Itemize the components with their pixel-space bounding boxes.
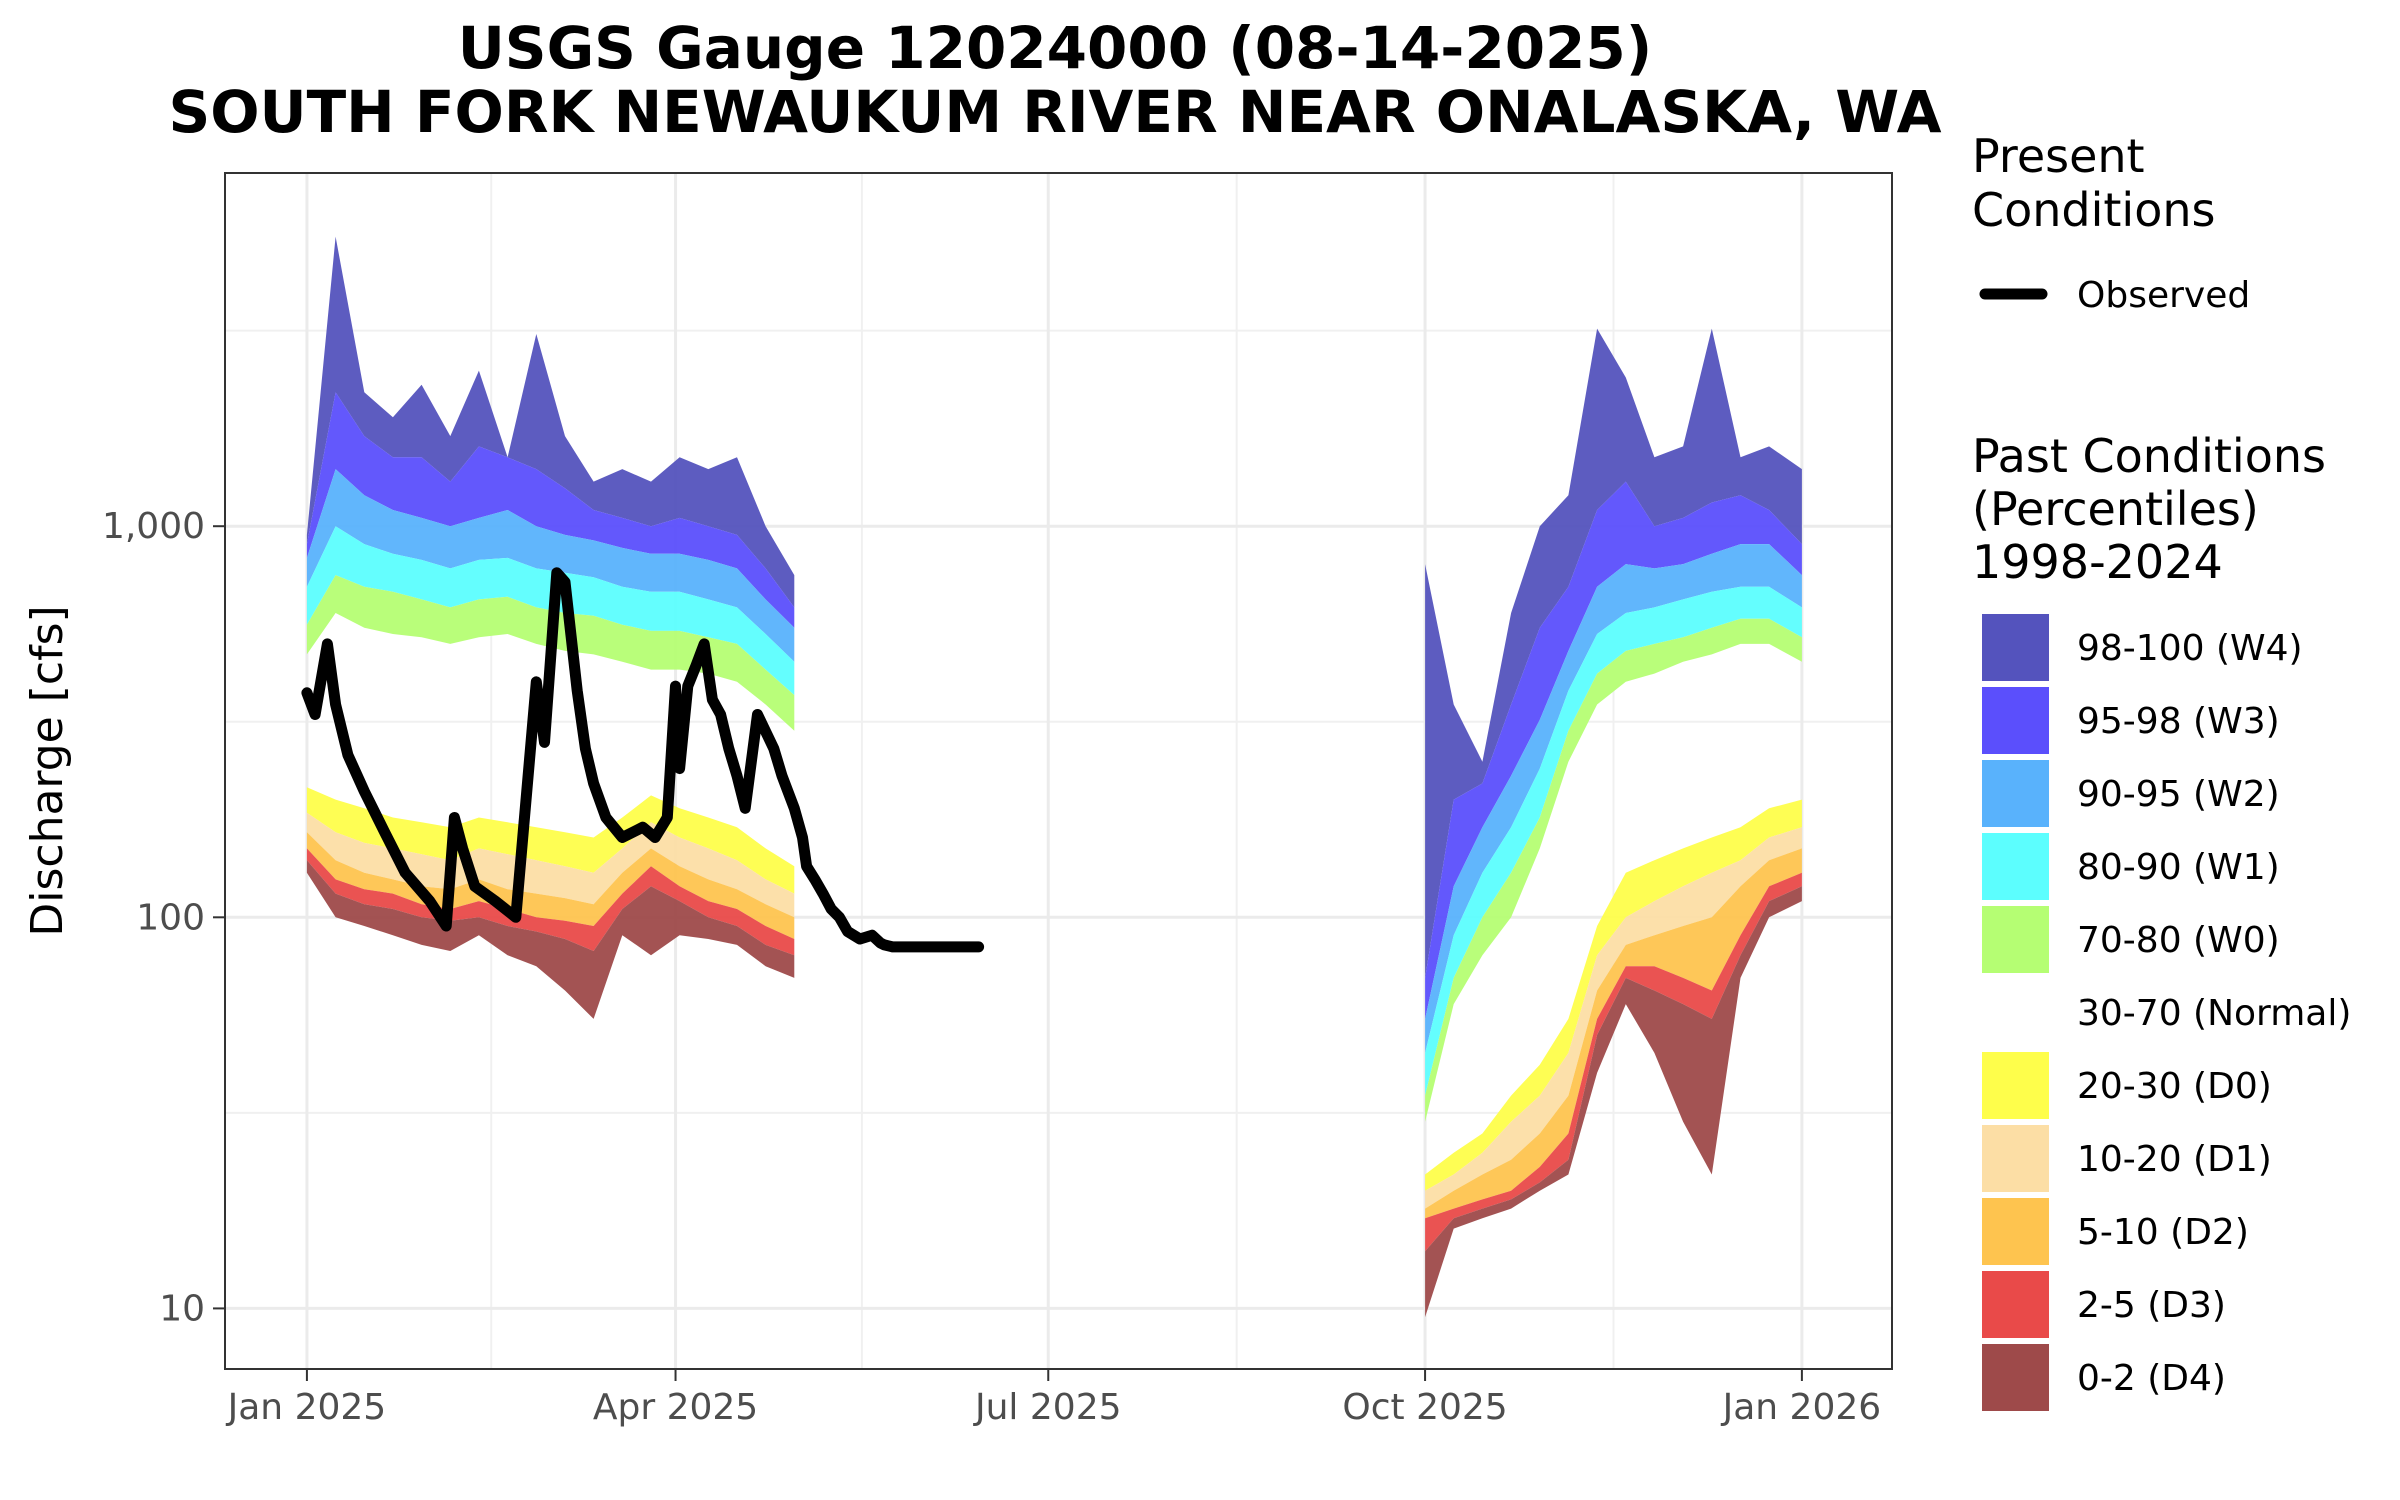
legend-swatch [1982,1125,2049,1192]
band-d3 [306,848,795,956]
band-w2 [1425,544,1802,1053]
x-tick-label: Jan 2025 [226,1387,387,1428]
band-d2 [1425,848,1802,1219]
plot-background [225,173,1892,1369]
legend-swatch [1982,1052,2049,1119]
past-legend-entries: 98-100 (W4) 95-98 (W3) 90-95 (W2) 80-90 (W1… [1982,614,2351,1411]
band-w2 [306,469,795,662]
x-tick-label: Oct 2025 [1342,1387,1507,1428]
past-legend-title-2: (Percentiles) [1972,482,2259,536]
legend-label: 20-30 (D0) [2077,1066,2272,1107]
band-w3 [306,392,795,628]
legend-label: 0-2 (D4) [2077,1358,2226,1399]
legend-label: 80-90 (W1) [2077,847,2280,888]
y-tick-label: 10 [159,1288,205,1329]
past-legend-title-1: Past Conditions [1972,429,2326,483]
legend-swatch [1982,906,2049,973]
band-d0 [1425,799,1802,1191]
present-legend: Present Conditions Observed [1972,129,2250,316]
past-legend-title-3: 1998-2024 [1972,535,2223,589]
band-d2 [306,832,795,939]
observed-line [301,567,985,953]
legend-label: 70-80 (W0) [2077,920,2280,961]
legend-swatch [1982,979,2049,1046]
band-w0 [306,575,795,731]
observed-series [301,567,985,953]
x-tick-label: Apr 2025 [593,1387,758,1428]
y-axis-title: Discharge [cfs] [22,605,73,936]
plot-border [224,172,1893,1370]
x-tick-label: Jul 2025 [973,1387,1122,1428]
present-legend-entries: Observed [1979,275,2250,316]
legend-swatch [1982,1344,2049,1411]
chart-title-line-1: USGS Gauge 12024000 (08-14-2025) [458,14,1653,82]
legend-swatch [1982,833,2049,900]
y-tick-label: 100 [136,897,205,938]
legend-label: 95-98 (W3) [2077,701,2280,742]
band-d1 [1425,827,1802,1209]
band-w3 [1425,481,1802,1019]
legend-swatch [1982,687,2049,754]
legend-label: 2-5 (D3) [2077,1285,2226,1326]
legend-label: 30-70 (Normal) [2077,993,2351,1034]
legend-swatch [1982,760,2049,827]
y-axis: 10 100 1,000 [102,506,225,1329]
band-w4 [306,236,795,608]
plot-area [224,172,1893,1370]
legend-label: 90-95 (W2) [2077,774,2280,815]
band-w4 [1425,328,1802,978]
legend-swatch [1982,1198,2049,1265]
present-legend-title-2: Conditions [1972,183,2215,237]
band-d4 [306,860,795,1019]
y-tick-label: 1,000 [102,506,205,547]
legend-label: 5-10 (D2) [2077,1212,2249,1253]
chart-title-line-2: SOUTH FORK NEWAUKUM RIVER NEAR ONALASKA,… [168,78,1941,146]
x-tick-label: Jan 2026 [1721,1387,1882,1428]
x-axis: Jan 2025 Apr 2025 Jul 2025 Oct 2025 Jan 2026 [226,1369,1882,1428]
past-legend: Past Conditions (Percentiles) 1998-2024 … [1972,429,2351,1411]
observed-legend-label: Observed [2077,275,2250,316]
legend-swatch [1982,614,2049,681]
legend-label: 98-100 (W4) [2077,628,2303,669]
band-w1 [306,526,795,696]
band-d1 [306,812,795,918]
legend-label: 10-20 (D1) [2077,1139,2272,1180]
legend-swatch [1982,1271,2049,1338]
band-d3 [1425,872,1802,1252]
present-legend-title-1: Present [1972,129,2145,183]
